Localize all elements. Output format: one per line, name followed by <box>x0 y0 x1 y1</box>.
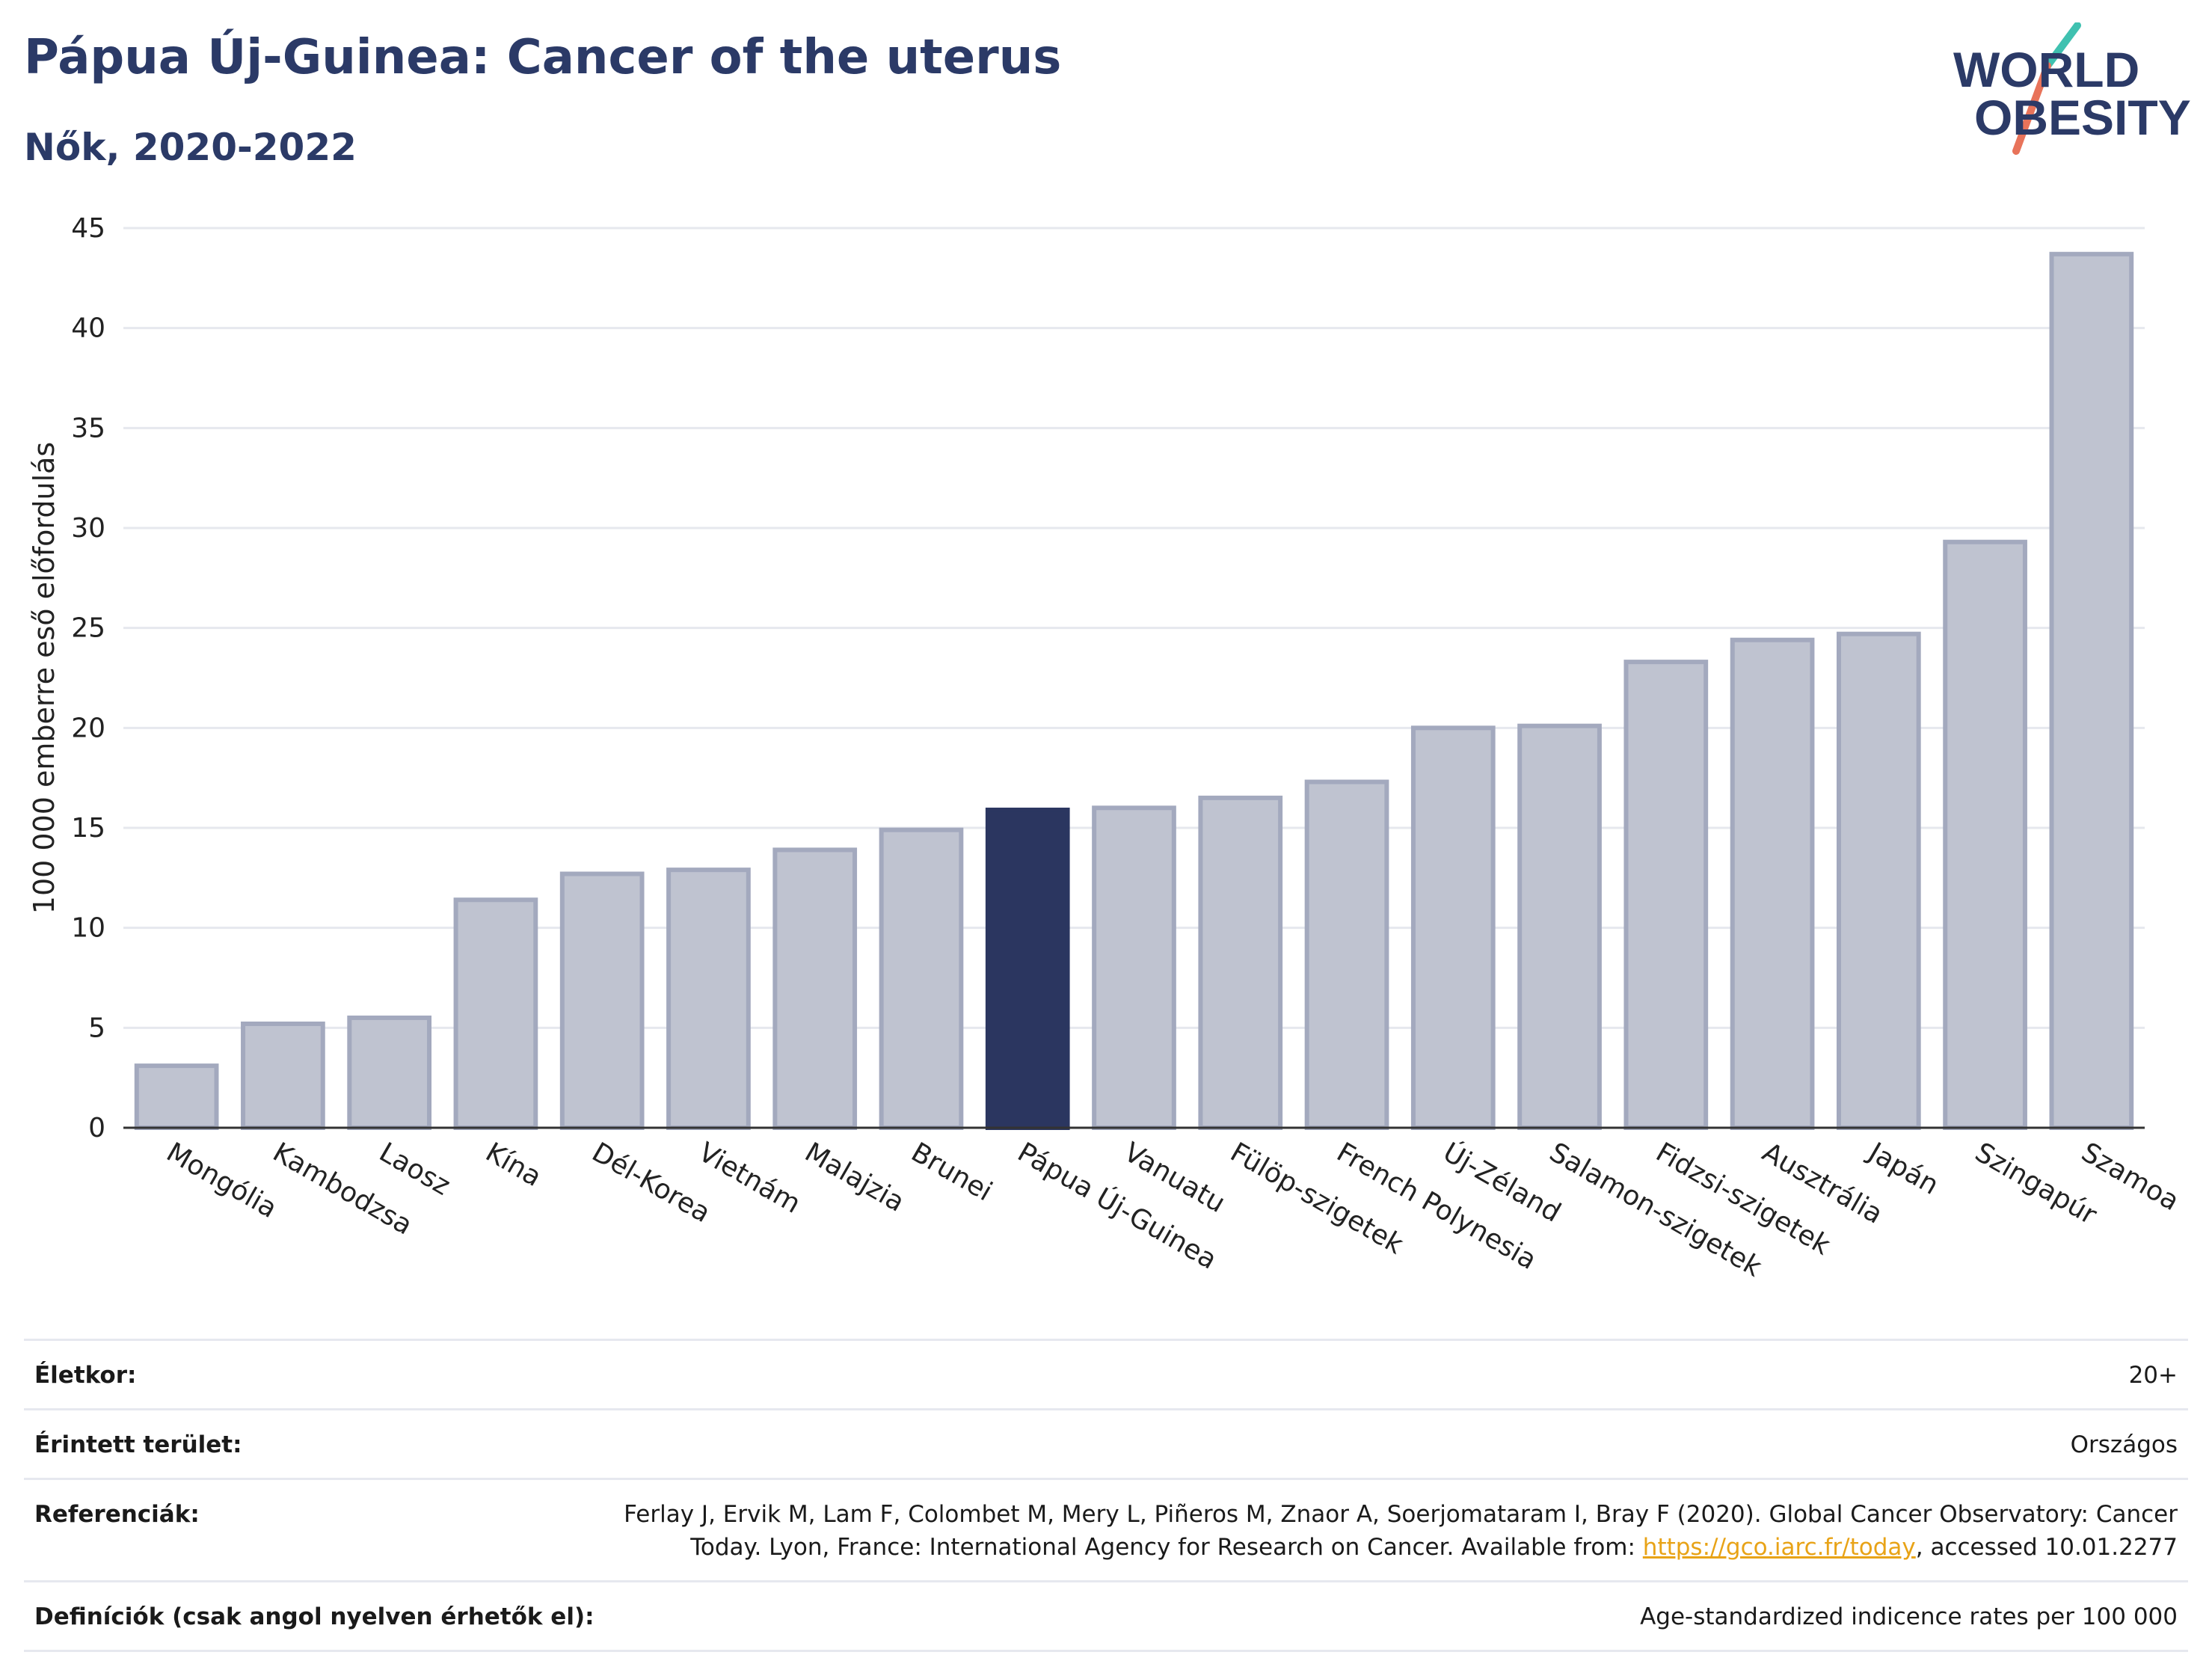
info-row-definitions: Definíciók (csak angol nyelven érhetők e… <box>24 1580 2188 1652</box>
bar <box>772 847 858 1130</box>
info-label-references: Referenciák: <box>34 1501 200 1528</box>
bar-highlighted <box>985 807 1070 1130</box>
x-tick-label: Pápua Új-Guinea <box>1013 1136 1223 1275</box>
bar <box>1623 660 1709 1130</box>
bar <box>879 827 964 1130</box>
info-label-area: Érintett terület: <box>34 1431 242 1458</box>
logo-word-world: WORLD <box>1953 42 2139 97</box>
y-tick-label: 40 <box>71 313 105 344</box>
y-tick-label: 15 <box>71 813 105 844</box>
info-value-area: Országos <box>2070 1431 2178 1458</box>
info-label-definitions: Definíciók (csak angol nyelven érhetők e… <box>34 1603 595 1630</box>
info-row-references: Referenciák: Ferlay J, Ervik M, Lam F, C… <box>24 1478 2188 1580</box>
bar <box>453 897 538 1130</box>
bar <box>1836 631 1921 1130</box>
x-tick-label: Brunei <box>906 1137 997 1207</box>
page-subtitle: Nők, 2020-2022 <box>24 126 357 169</box>
reference-text: Ferlay J, Ervik M, Lam F, Colombet M, Me… <box>624 1501 2178 1561</box>
bar <box>241 1021 325 1131</box>
y-axis-label: 100 000 emberre eső előfordulás <box>28 442 61 914</box>
x-tick-label: Kína <box>480 1137 546 1193</box>
y-tick-label: 5 <box>88 1013 105 1043</box>
info-label-age: Életkor: <box>34 1362 137 1389</box>
bar <box>559 871 645 1131</box>
bar <box>1943 539 2027 1131</box>
bar <box>1730 637 1815 1130</box>
page-title: Pápua Új-Guinea: Cancer of the uterus <box>24 30 1062 85</box>
bar <box>2049 251 2134 1131</box>
bar <box>1410 725 1496 1130</box>
bar <box>666 868 751 1130</box>
y-tick-label: 45 <box>71 213 105 244</box>
info-row-area: Érintett terület: Országos <box>24 1408 2188 1478</box>
y-tick-label: 0 <box>88 1113 105 1143</box>
info-value-age: 20+ <box>2128 1362 2178 1389</box>
world-obesity-logo: WORLD OBESITY <box>1953 22 2191 155</box>
bar-chart: 0 5 10 15 20 25 30 35 40 45 100 000 emberre eső el… <box>28 213 2184 1283</box>
bar <box>134 1063 219 1131</box>
y-tick-label: 10 <box>71 913 105 944</box>
bar <box>347 1015 432 1131</box>
x-tick-label: Szingapúr <box>1970 1137 2102 1231</box>
bar <box>1517 723 1602 1130</box>
y-tick-label: 30 <box>71 513 105 544</box>
bar <box>1092 805 1176 1130</box>
x-tick-label: Mongólia <box>162 1137 283 1224</box>
logo-word-obesity: OBESITY <box>1974 90 2191 145</box>
y-tick-label: 25 <box>71 613 105 644</box>
x-tick-label: Laosz <box>374 1137 455 1201</box>
info-value-references: Ferlay J, Ervik M, Lam F, Colombet M, Me… <box>622 1498 2178 1564</box>
logo-teal-stroke <box>2044 22 2081 70</box>
x-tick-label: Malajzia <box>799 1137 909 1218</box>
reference-accessed: , accessed 10.01.2277 <box>1915 1534 2178 1561</box>
info-table: Életkor: 20+ Érintett terület: Országos … <box>24 1339 2188 1652</box>
y-tick-label: 20 <box>71 713 105 743</box>
reference-link[interactable]: https://gco.iarc.fr/today <box>1642 1534 1916 1561</box>
x-tick-label: French Polynesia <box>1332 1137 1542 1276</box>
info-row-age: Életkor: 20+ <box>24 1339 2188 1408</box>
logo-coral-stroke <box>2012 62 2051 155</box>
x-tick-label: Japán <box>1862 1136 1944 1201</box>
info-value-definitions: Age-standardized indicence rates per 100… <box>1640 1603 2178 1630</box>
x-tick-label: Fülöp-szigetek <box>1225 1137 1408 1260</box>
bar <box>1304 779 1389 1130</box>
x-tick-label: Dél-Korea <box>587 1137 716 1229</box>
y-tick-label: 35 <box>71 413 105 443</box>
bar <box>1198 795 1283 1131</box>
